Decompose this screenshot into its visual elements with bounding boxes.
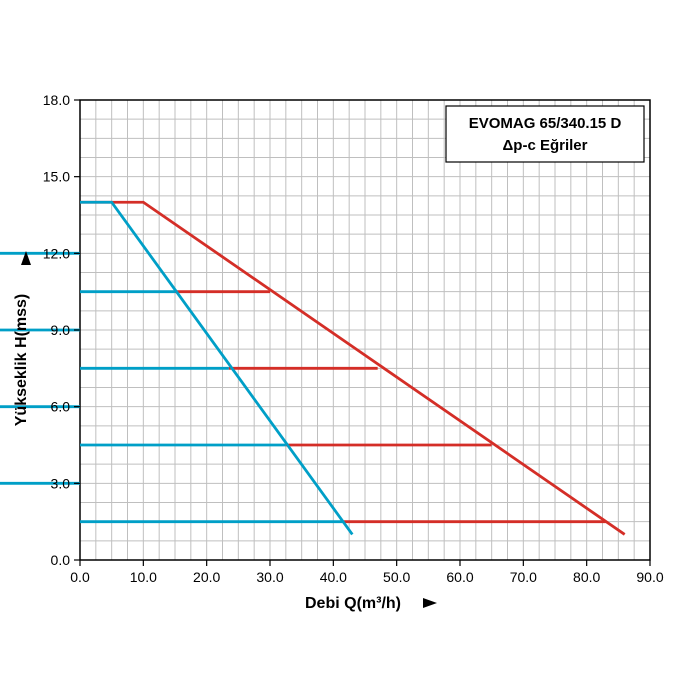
y-tick-label: 0.0: [51, 552, 71, 568]
x-tick-label: 50.0: [383, 569, 410, 585]
legend-line2: Δp-c Eğriler: [503, 137, 588, 154]
x-tick-label: 10.0: [130, 569, 157, 585]
x-tick-label: 70.0: [510, 569, 537, 585]
y-tick-label: 18.0: [43, 92, 70, 108]
x-tick-label: 30.0: [256, 569, 283, 585]
x-tick-label: 0.0: [70, 569, 90, 585]
x-tick-label: 60.0: [446, 569, 473, 585]
chart-canvas: 0.0 10.0 20.0 30.0 40.0 50.0 60.0 70.0 80.0 90.0 0…: [0, 0, 700, 700]
x-tick-label: 90.0: [636, 569, 663, 585]
y-tick-label: 6.0: [51, 399, 71, 415]
x-tick-label: 20.0: [193, 569, 220, 585]
x-tick-label: 80.0: [573, 569, 600, 585]
x-axis-label: Debi Q(m³/h): [305, 595, 401, 612]
y-tick-label: 15.0: [43, 169, 70, 185]
pump-curve-chart: 0.0 10.0 20.0 30.0 40.0 50.0 60.0 70.0 80.0 90.0 0…: [0, 0, 700, 700]
legend-line1: EVOMAG 65/340.15 D: [469, 115, 622, 132]
y-axis-label: Yükseklik H(mss): [13, 294, 30, 427]
y-tick-label: 9.0: [51, 322, 71, 338]
x-tick-label: 40.0: [320, 569, 347, 585]
y-tick-label: 12.0: [43, 245, 70, 261]
y-tick-label: 3.0: [51, 475, 71, 491]
